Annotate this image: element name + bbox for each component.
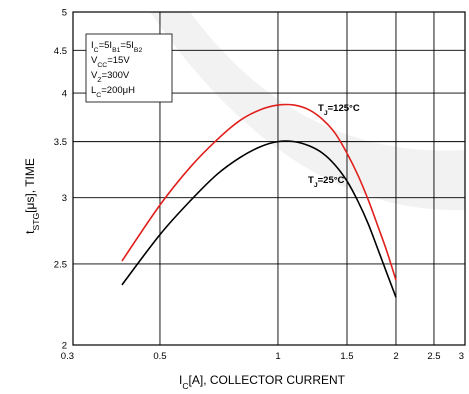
- y-tick-label: 3: [62, 193, 67, 204]
- y-tick-label: 3.5: [54, 137, 67, 148]
- y-tick-label: 4: [62, 89, 67, 100]
- y-tick-label: 4.5: [54, 46, 67, 57]
- plot-frame: [72, 11, 466, 346]
- x-tick-labels: 0.3 0.5 1 1.5 2 2.5 3: [61, 351, 464, 362]
- x-tick-label: 1.5: [340, 351, 353, 362]
- condition-line: LC=200μH: [91, 85, 135, 99]
- y-tick-label: 5: [62, 8, 67, 19]
- x-tick-label: 0.3: [61, 351, 74, 362]
- x-tick-label: 2: [393, 351, 398, 362]
- conditions-box: [85, 33, 173, 103]
- condition-line: IC=5IB1=5IB2: [91, 40, 142, 54]
- y-tick-label: 2.5: [54, 259, 67, 270]
- condition-line: VCC=15V: [91, 55, 130, 69]
- series-annotation-25c: TJ=25°C: [308, 175, 345, 189]
- y-tick-labels: 2 2.5 3 3.5 4 4.5 5: [54, 8, 67, 352]
- background-watermark-arc: [150, 12, 465, 211]
- condition-line: VZ=300V: [91, 70, 130, 84]
- x-tick-label: 1: [275, 351, 280, 362]
- x-tick-label: 0.5: [153, 351, 166, 362]
- series-annotation-125c: TJ=125°C: [318, 103, 360, 117]
- series-line-25c: [121, 140, 397, 298]
- x-tick-label: 3: [459, 351, 464, 362]
- x-tick-label: 2.5: [427, 351, 440, 362]
- y-tick-label: 2: [62, 341, 67, 352]
- x-axis-label: IC[A], COLLECTOR CURRENT: [179, 373, 346, 391]
- y-axis-label: tSTG[μs], TIME: [23, 158, 41, 234]
- series-group: [121, 103, 397, 298]
- series-line-125c: [121, 103, 397, 281]
